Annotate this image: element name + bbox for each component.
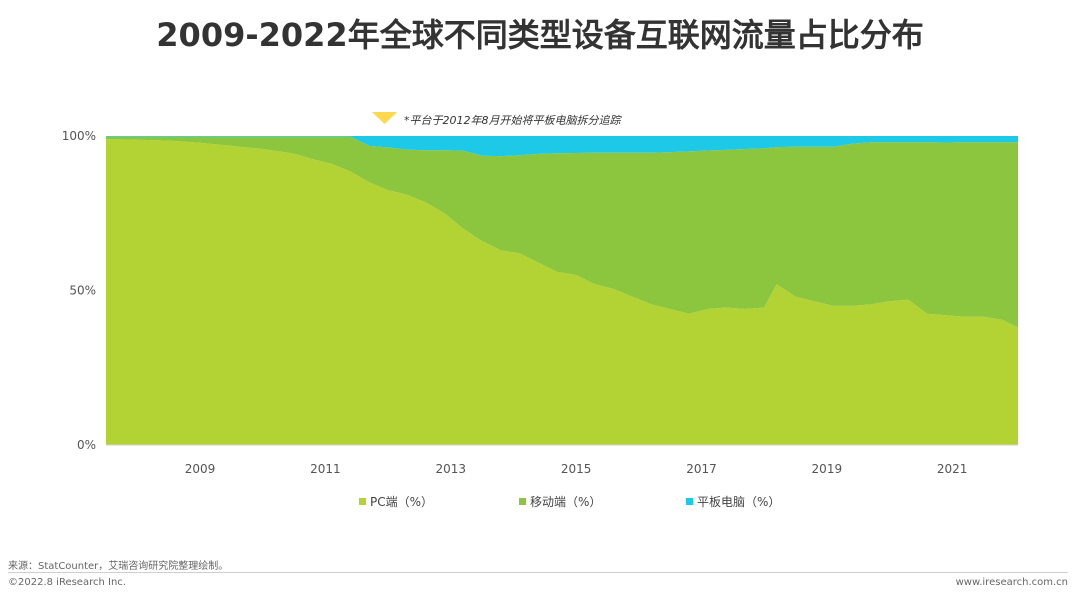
x-tick-label: 2015 xyxy=(561,462,592,476)
y-tick-label: 0% xyxy=(77,438,96,452)
x-axis-ticks: 2009 2011 2013 2015 2017 2019 2021 xyxy=(106,444,1018,476)
area-pc xyxy=(106,139,1018,445)
annotation-triangle-icon xyxy=(372,112,397,124)
area-mobile xyxy=(106,136,1018,328)
chart-legend: PC端（%） 移动端（%） 平板电脑（%） xyxy=(0,493,1080,511)
website-link[interactable]: www.iresearch.com.cn xyxy=(955,577,1068,588)
legend-swatch-mobile xyxy=(519,498,526,505)
legend-item-tablet: 平板电脑（%） xyxy=(686,493,780,510)
legend-swatch-tablet xyxy=(686,498,693,505)
x-tick-label: 2009 xyxy=(185,462,216,476)
legend-label-mobile: 移动端（%） xyxy=(530,495,602,509)
legend-item-mobile: 移动端（%） xyxy=(519,493,601,510)
chart-areas xyxy=(106,136,1018,445)
y-tick-label: 100% xyxy=(62,129,96,143)
legend-item-pc: PC端（%） xyxy=(359,493,433,510)
x-tick-label: 2021 xyxy=(937,462,968,476)
y-tick-label: 50% xyxy=(69,284,96,298)
copyright-text: ©2022.8 iResearch Inc. xyxy=(8,577,126,588)
x-tick-label: 2013 xyxy=(435,462,466,476)
legend-label-pc: PC端（%） xyxy=(370,495,434,509)
area-tablet xyxy=(106,136,1018,157)
x-tick-label: 2017 xyxy=(686,462,717,476)
annotation-text: *平台于2012年8月开始将平板电脑拆分追踪 xyxy=(404,114,622,127)
chart-title: 2009-2022年全球不同类型设备互联网流量占比分布 xyxy=(156,16,924,54)
footer-divider xyxy=(8,572,1068,573)
x-tick-label: 2011 xyxy=(310,462,341,476)
y-axis-ticks: 0% 50% 100% xyxy=(62,129,96,452)
x-tick-label: 2019 xyxy=(812,462,843,476)
source-note: 来源：StatCounter，艾瑞咨询研究院整理绘制。 xyxy=(8,561,229,572)
tablet-annotation: *平台于2012年8月开始将平板电脑拆分追踪 xyxy=(372,112,622,127)
legend-swatch-pc xyxy=(359,498,366,505)
legend-label-tablet: 平板电脑（%） xyxy=(697,495,781,509)
